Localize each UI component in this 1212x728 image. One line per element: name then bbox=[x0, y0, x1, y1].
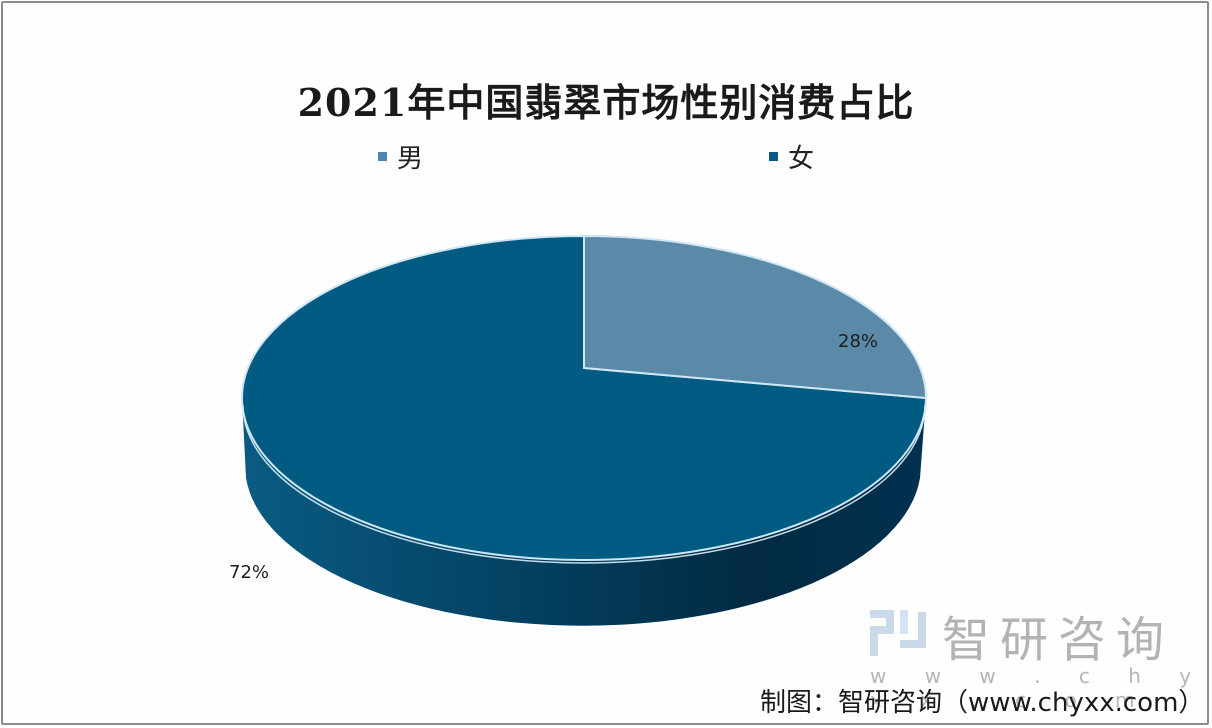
legend-item-female: 女 bbox=[769, 138, 814, 175]
watermark-logo-icon bbox=[870, 610, 926, 656]
pie-slice-female[interactable] bbox=[241, 234, 928, 561]
legend-item-male: 男 bbox=[378, 138, 423, 175]
legend-swatch-female bbox=[769, 152, 778, 161]
legend-label-male: 男 bbox=[397, 144, 424, 174]
watermark-url: w w w . c h y x x . c o m bbox=[870, 664, 1208, 712]
data-label-male: 28% bbox=[838, 331, 879, 352]
pie-side-female bbox=[242, 398, 926, 626]
source-note: 制图：智研咨询（www.chyxx.com） bbox=[760, 688, 1205, 718]
pie-slice-male[interactable] bbox=[583, 234, 928, 400]
legend-label-female: 女 bbox=[788, 144, 815, 174]
data-label-female: 72% bbox=[229, 562, 270, 583]
watermark-name: 智研咨询 bbox=[942, 612, 1175, 668]
legend-swatch-male bbox=[378, 152, 387, 161]
chart-title: 2021年中国翡翠市场性别消费占比 bbox=[297, 80, 915, 125]
